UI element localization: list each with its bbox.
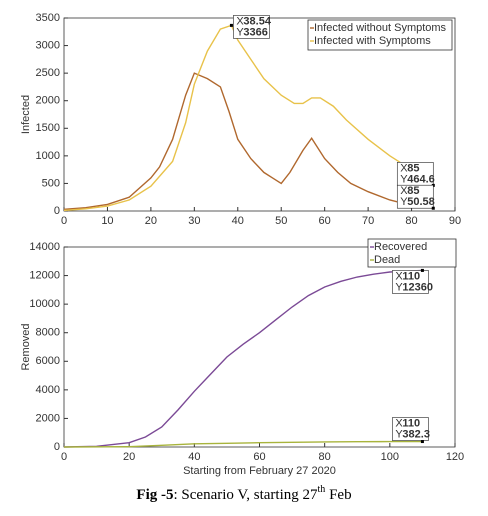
datatip-key: X	[400, 185, 408, 197]
datatip-box	[392, 270, 429, 294]
datatip: X 85Y 50.58	[396, 184, 435, 210]
x-tick-label: 100	[381, 451, 399, 463]
x-tick-label: 20	[123, 451, 135, 463]
caption-label: Fig -5	[136, 487, 173, 503]
datatip-value: 110	[402, 270, 420, 282]
datatip-value: 85	[407, 185, 419, 197]
x-tick-label: 40	[232, 215, 244, 227]
y-axis-label: Removed	[20, 323, 32, 370]
datatip-point	[420, 440, 424, 444]
x-tick-label: 40	[188, 451, 200, 463]
y-tick-label: 1500	[36, 122, 60, 134]
datatip-box	[392, 417, 429, 441]
datatip-value: 464.6	[407, 173, 435, 185]
y-tick-label: 3000	[36, 39, 60, 51]
caption-tail: Feb	[325, 487, 351, 503]
datatip-key: Y	[400, 196, 408, 208]
datatip-value: 382.3	[402, 428, 430, 440]
datatip-key: Y	[236, 26, 244, 38]
legend-label: Infected with Symptoms	[314, 35, 431, 47]
datatip-key: X	[395, 417, 403, 429]
datatip-key: Y	[400, 173, 408, 185]
datatip-value: 50.58	[407, 196, 435, 208]
datatip-value: 38.54	[243, 15, 271, 27]
y-tick-label: 2000	[36, 412, 60, 424]
datatip: X 85Y 464.6	[396, 162, 435, 187]
x-tick-label: 10	[101, 215, 113, 227]
datatip-point	[420, 268, 424, 272]
x-tick-label: 50	[275, 215, 287, 227]
y-tick-label: 8000	[36, 327, 60, 339]
x-tick-label: 60	[253, 451, 265, 463]
y-tick-label: 2500	[36, 67, 60, 79]
legend-box	[367, 238, 457, 268]
legend-label: Recovered	[374, 241, 427, 253]
y-tick-label: 14000	[29, 241, 60, 253]
datatip-value: 12360	[402, 281, 433, 293]
x-tick-label: 0	[61, 451, 67, 463]
x-tick-label: 60	[319, 215, 331, 227]
datatip-point	[431, 206, 435, 210]
datatip-value: 110	[402, 417, 420, 429]
y-tick-label: 6000	[36, 355, 60, 367]
x-tick-label: 0	[61, 215, 67, 227]
legend-box	[307, 19, 453, 51]
caption-text: : Scenario V, starting 27	[174, 487, 319, 503]
series-line	[63, 72, 434, 211]
datatip-box	[396, 184, 434, 209]
x-tick-label: 80	[319, 451, 331, 463]
series-line	[63, 440, 423, 448]
x-tick-label: 120	[446, 451, 464, 463]
x-tick-label: 30	[188, 215, 200, 227]
series-line	[63, 269, 423, 448]
y-tick-label: 2000	[36, 95, 60, 107]
datatip: X 38.54Y 3366	[229, 15, 272, 39]
y-tick-label: 4000	[36, 384, 60, 396]
datatip-key: X	[236, 15, 244, 27]
datatip-point	[229, 23, 233, 27]
caption: Fig -5: Scenario V, starting 27th Feb	[136, 484, 351, 503]
y-tick-label: 10000	[29, 298, 60, 310]
datatip-key: Y	[395, 281, 403, 293]
series-line	[63, 24, 434, 212]
x-tick-label: 20	[145, 215, 157, 227]
y-tick-label: 0	[54, 205, 60, 217]
caption-sup: th	[318, 484, 326, 495]
datatip-key: Y	[395, 428, 403, 440]
legend-label: Infected without Symptoms	[314, 22, 447, 34]
x-tick-label: 80	[405, 215, 417, 227]
y-tick-label: 12000	[29, 269, 60, 281]
x-axis-label: Starting from February 27 2020	[183, 465, 336, 477]
datatip-key: X	[400, 162, 408, 174]
y-tick-label: 1000	[36, 150, 60, 162]
y-tick-label: 500	[42, 177, 60, 189]
x-tick-label: 70	[362, 215, 374, 227]
y-axis-label: Infected	[20, 95, 32, 134]
datatip-box	[233, 15, 270, 39]
datatip-key: X	[395, 270, 403, 282]
x-tick-label: 90	[449, 215, 461, 227]
legend-label: Dead	[374, 254, 400, 266]
datatip-value: 85	[407, 162, 419, 174]
y-tick-label: 3500	[36, 12, 60, 24]
y-tick-label: 0	[54, 441, 60, 453]
datatip-value: 3366	[243, 26, 267, 38]
